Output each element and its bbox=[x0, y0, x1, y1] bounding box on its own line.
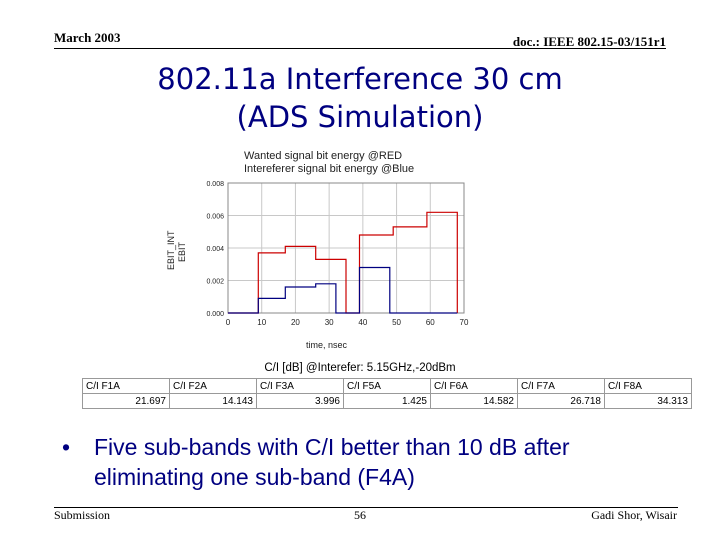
ci-table-header-row: C/I F1A C/I F2A C/I F3A C/I F5A C/I F6A … bbox=[82, 378, 692, 394]
ci-col-f7a: C/I F7A bbox=[517, 378, 605, 394]
y-tick-label: 0.000 bbox=[206, 311, 224, 318]
chart-legend: Wanted signal bit energy @RED Interefere… bbox=[244, 150, 414, 176]
x-tick-label: 50 bbox=[392, 318, 401, 327]
ci-table-value-row: 21.697 14.143 3.996 1.425 14.582 26.718 … bbox=[82, 393, 692, 409]
x-tick-label: 70 bbox=[460, 318, 469, 327]
x-tick-label: 30 bbox=[325, 318, 334, 327]
ci-val-f2a: 14.143 bbox=[169, 393, 257, 409]
slide-title: 802.11a Interference 30 cm (ADS Simulati… bbox=[0, 60, 720, 136]
footer-author: Gadi Shor, Wisair bbox=[591, 508, 677, 522]
chart-legend-interferer: Intereferer signal bit energy @Blue bbox=[244, 163, 415, 175]
ci-table: C/I F1A C/I F2A C/I F3A C/I F5A C/I F6A … bbox=[82, 378, 692, 409]
x-tick-label: 0 bbox=[226, 318, 231, 327]
ci-table-title: C/I [dB] @Interefer: 5.15GHz,-20dBm bbox=[264, 362, 456, 374]
ci-val-f3a: 3.996 bbox=[256, 393, 344, 409]
chart-legend-wanted: Wanted signal bit energy @RED bbox=[244, 150, 403, 162]
x-tick-label: 10 bbox=[257, 318, 266, 327]
y-tick-label: 0.006 bbox=[206, 214, 224, 221]
ci-col-f6a: C/I F6A bbox=[430, 378, 518, 394]
header-doc-id: doc.: IEEE 802.15-03/151r1 bbox=[512, 34, 666, 49]
footer-divider bbox=[54, 507, 678, 508]
header-date: March 2003 bbox=[54, 30, 121, 45]
footer-submission: Submission bbox=[54, 508, 111, 522]
slide-title-line2: (ADS Simulation) bbox=[236, 100, 484, 134]
bullet-text: Five sub-bands with C/I better than 10 d… bbox=[94, 434, 570, 490]
energy-chart: 0 10 20 30 40 50 60 70 0.000 0.002 0.004 0.006 0.008 bbox=[206, 181, 469, 327]
x-axis-label: time, nsec bbox=[306, 340, 348, 350]
header-divider bbox=[54, 48, 666, 49]
ci-val-f7a: 26.718 bbox=[517, 393, 605, 409]
y-tick-label: 0.002 bbox=[206, 279, 224, 286]
ci-val-f1a: 21.697 bbox=[82, 393, 170, 409]
x-tick-label: 60 bbox=[426, 318, 435, 327]
ci-val-f6a: 14.582 bbox=[430, 393, 518, 409]
bullet-dot: • bbox=[62, 434, 71, 460]
x-tick-label: 20 bbox=[291, 318, 300, 327]
ci-col-f3a: C/I F3A bbox=[256, 378, 344, 394]
ci-val-f5a: 1.425 bbox=[343, 393, 431, 409]
ci-col-f1a: C/I F1A bbox=[82, 378, 170, 394]
ci-col-f8a: C/I F8A bbox=[604, 378, 692, 394]
slide-title-line1: 802.11a Interference 30 cm bbox=[157, 62, 563, 96]
x-tick-label: 40 bbox=[358, 318, 367, 327]
ci-val-f8a: 34.313 bbox=[604, 393, 692, 409]
ci-col-f2a: C/I F2A bbox=[169, 378, 257, 394]
ci-col-f5a: C/I F5A bbox=[343, 378, 431, 394]
series-line-ebit-int bbox=[228, 266, 458, 314]
y-tick-label: 0.004 bbox=[206, 246, 224, 253]
footer-page-number: 56 bbox=[354, 508, 366, 522]
y-tick-label: 0.008 bbox=[206, 181, 224, 188]
